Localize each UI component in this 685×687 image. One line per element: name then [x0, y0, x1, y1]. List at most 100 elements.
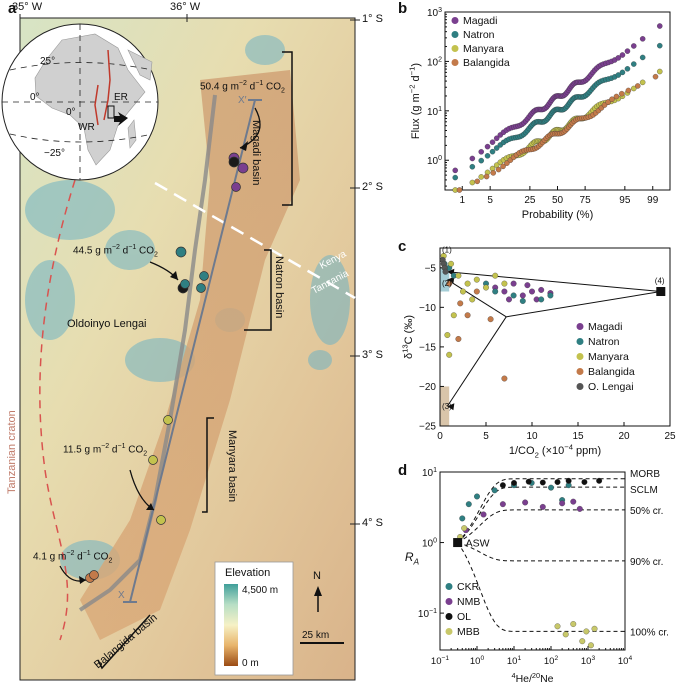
africa-shape: [34, 33, 146, 166]
y-tick-label: 100​: [427, 155, 442, 167]
mixing-curve: [457, 478, 625, 543]
x-tick-label: 5: [487, 195, 493, 206]
panel-label-c: c: [398, 238, 407, 255]
data-point-olengai: [442, 268, 449, 275]
curve-label: 100% cr.: [630, 627, 669, 638]
x-tick-label: 10−1​: [431, 655, 449, 667]
transect-end-label: X′: [238, 95, 247, 106]
basin-label-magadi: Magadi basin: [250, 120, 262, 186]
data-point-nmb: [559, 500, 566, 507]
lat-label-1: 1° S: [362, 13, 383, 25]
map-points: [85, 152, 249, 583]
y-tick-label: 101​: [422, 467, 437, 479]
data-point-balangida: [625, 87, 632, 94]
legend-marker-magadi: [576, 323, 584, 330]
data-point-manyara: [450, 312, 457, 319]
legend-marker-olengai: [576, 383, 584, 390]
legend-label-ckr: CKR: [457, 581, 480, 593]
data-point-natron: [631, 61, 637, 67]
mixing-curve: [457, 542, 625, 562]
legend-label-ol: OL: [457, 611, 471, 623]
data-point-magadi: [619, 52, 626, 58]
mixing-curve: [457, 509, 625, 544]
legend-label-magadi: Magadi: [463, 15, 497, 27]
legend-label-magadi: Magadi: [588, 321, 622, 333]
data-point-magadi: [484, 143, 491, 150]
data-point-mbb: [591, 625, 598, 632]
x-tick-label: 25: [664, 431, 676, 442]
legend-label-manyara: Manyara: [463, 43, 504, 55]
helium-isotope-chart: 10−1​ 100​ 101​ 102​ 103​ 104​ 10−1​ 100​ 101​ 4​…: [405, 467, 669, 685]
basin-label-natron: Natron basin: [273, 256, 285, 319]
y-tick-label: 101​: [427, 106, 442, 118]
data-point-natron: [615, 72, 622, 78]
lat-label-4: 4° S: [362, 517, 383, 529]
data-point-manyara: [639, 79, 646, 86]
data-point-mbb: [583, 628, 590, 635]
curve-label: 50% cr.: [630, 506, 663, 517]
legend-label-natron: Natron: [588, 336, 620, 348]
mixing-line: [447, 271, 661, 293]
data-point-balangida: [609, 96, 615, 103]
plot-frame: [439, 247, 671, 427]
x-tick-label: 99: [647, 195, 659, 206]
y-tick-label: 100​: [422, 538, 437, 550]
flux-label-natron: 44.5 g m−2 d−1 CO2: [73, 244, 158, 259]
data-point-mbb: [579, 638, 586, 645]
x-tick-label: 102​: [544, 655, 559, 667]
map-point-natron: [175, 246, 187, 258]
data-point-nmb: [576, 505, 583, 512]
y-axis-label: RA​: [405, 550, 420, 567]
data-point-balangida: [446, 280, 453, 287]
curve-label: MORB: [630, 469, 660, 480]
data-point-magadi: [489, 139, 496, 145]
x-tick-label: 95: [619, 195, 631, 206]
data-point-magadi: [615, 55, 622, 61]
x-tick-label: 15: [572, 431, 584, 442]
map-panel: [1, 14, 360, 681]
x-tick-label: 103​: [581, 655, 596, 667]
data-point-balangida: [464, 312, 471, 319]
x-tick-label: 100​: [470, 655, 485, 667]
data-point-ckr: [548, 484, 554, 491]
data-point-natron: [639, 54, 646, 61]
data-point-balangida: [456, 187, 463, 193]
lat-label-2: 2° S: [362, 181, 383, 193]
legend-label-balangida: Balangida: [588, 366, 635, 378]
data-point-magadi: [478, 149, 484, 155]
data-point-natron: [484, 153, 491, 159]
data-point-balangida: [474, 178, 481, 185]
data-point-magadi: [452, 167, 458, 174]
data-point-balangida: [613, 93, 620, 100]
data-point-manyara: [483, 284, 489, 291]
map-point-natron: [180, 279, 190, 289]
data-point-manyara: [473, 276, 480, 283]
legend-label-nmb: NMB: [457, 596, 480, 608]
inset-globe: [1, 23, 159, 181]
flux-probability-chart: 1 5 25 50 75 95 99 100​ 101​ 102​ 103​ Probability …: [408, 7, 671, 221]
data-point-balangida: [455, 336, 462, 342]
x-tick-label: 50: [552, 195, 564, 206]
data-point-natron: [538, 296, 545, 303]
data-point-magadi: [524, 282, 531, 289]
data-point-magadi: [657, 23, 663, 29]
lat-ticks: [350, 19, 360, 525]
data-point-nmb: [480, 511, 487, 518]
map-point-natron: [196, 283, 206, 293]
y-tick-label: 102​: [427, 56, 442, 68]
endmember-label-3: (3): [442, 402, 452, 411]
north-label: N: [313, 570, 321, 582]
data-point-mbb: [461, 525, 468, 532]
panel-label-b: b: [398, 0, 408, 17]
data-point-natron: [489, 148, 496, 155]
data-point-balangida: [504, 160, 510, 166]
data-point-magadi: [624, 48, 631, 54]
data-point-mbb: [570, 621, 577, 627]
data-point-nmb: [570, 498, 577, 505]
data-point-magadi: [469, 155, 476, 162]
basin-brackets: [97, 51, 293, 670]
lon-label-35: 35° W: [12, 1, 43, 13]
data-point-balangida: [490, 170, 497, 176]
x-tick-label: 104​: [618, 655, 633, 667]
data-point-balangida: [495, 166, 502, 173]
